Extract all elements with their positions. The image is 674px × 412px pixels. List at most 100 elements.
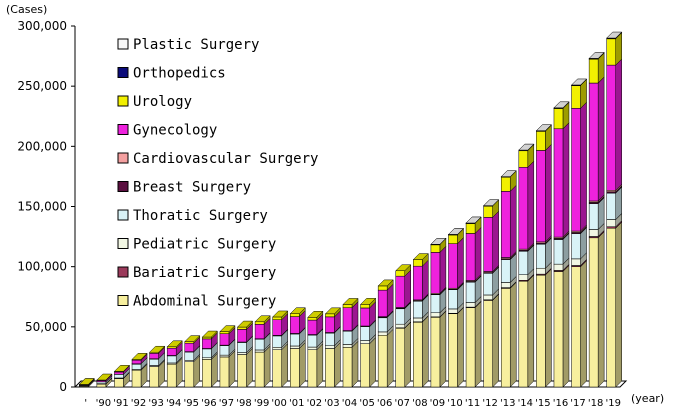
x-tick-label: '96: [201, 398, 216, 409]
bar-segment: [518, 274, 535, 388]
x-tick-label: '03: [324, 398, 339, 409]
bar-segment: [430, 237, 447, 246]
legend-item: Bariatric Surgery: [117, 265, 276, 281]
bar-segment: [588, 231, 605, 388]
legend-label: Bariatric Surgery: [133, 265, 276, 281]
legend: Plastic Surgery Orthopedics Urology Gynecol…: [117, 37, 318, 310]
legend-swatch: [117, 209, 129, 221]
bar-segment: [553, 122, 570, 238]
legend-item: Pediatric Surgery: [117, 237, 276, 253]
bar-segment: [166, 340, 183, 349]
bar-segment: [570, 78, 588, 86]
y-tick-label: 50,000: [25, 320, 67, 334]
legend-item: Orthopedics: [117, 66, 226, 82]
bar-segment: [395, 321, 412, 388]
bar-segment: [395, 264, 412, 277]
legend-item: Plastic Surgery: [117, 37, 259, 53]
y-tick-label: 250,000: [17, 79, 67, 93]
legend-swatch: [117, 266, 129, 278]
legend-label: Abdominal Surgery: [133, 294, 276, 310]
bar-segment: [201, 330, 218, 340]
bar-segment: [553, 264, 570, 388]
y-tick-label: 300,000: [17, 19, 67, 33]
x-tick-label: '14: [518, 398, 533, 409]
bar-segment: [342, 297, 359, 309]
bar-segment: [289, 341, 306, 388]
x-tick-label: '13: [500, 398, 515, 409]
x-tick-label: '17: [570, 398, 585, 409]
bars: [78, 31, 623, 388]
legend-item: Thoratic Surgery: [117, 208, 268, 224]
bar-segment: [483, 199, 500, 207]
bar-segment: [553, 101, 570, 109]
bar-segment: [535, 124, 552, 132]
bar-segment: [588, 51, 605, 60]
bar-segment: [412, 315, 429, 388]
x-tick-label: '91: [113, 398, 128, 409]
x-tick-label: '18: [588, 398, 603, 409]
y-tick-label: 100,000: [17, 260, 67, 274]
bar-segment: [500, 281, 517, 388]
legend-item: Breast Surgery: [117, 180, 251, 196]
x-tick-label: '08: [412, 398, 427, 409]
bar-segment: [377, 328, 394, 388]
x-tick-label: '93: [148, 398, 163, 409]
legend-swatch: [117, 38, 129, 50]
x-tick-label: '92: [131, 398, 146, 409]
x-tick-label: '99: [254, 398, 269, 409]
bar-segment: [447, 237, 465, 289]
bar-segment: [272, 310, 289, 321]
bar-segment: [588, 76, 605, 202]
bar-segment: [78, 377, 95, 386]
bar-segment: [570, 101, 588, 232]
legend-label: Plastic Surgery: [133, 37, 259, 53]
x-tick-label: '90: [96, 398, 111, 409]
bar-segment: [535, 143, 552, 243]
y-tick-label: 150,000: [17, 200, 67, 214]
bar-segment: [412, 252, 429, 267]
x-tick-label: ': [84, 398, 87, 409]
bar-segment: [430, 245, 447, 294]
x-tick-label: '15: [535, 398, 550, 409]
bar-segment: [500, 170, 517, 178]
x-unit-label: (year): [631, 392, 664, 405]
legend-swatch: [117, 238, 129, 249]
y-tick-label: 0: [59, 380, 67, 394]
bar-segment: [272, 343, 289, 388]
legend-item: Cardiovascular Surgery: [117, 151, 318, 167]
bar-segment: [483, 293, 500, 388]
x-tick-label: '09: [430, 398, 445, 409]
bar-segment: [465, 300, 482, 388]
legend-swatch: [117, 124, 129, 135]
legend-label: Cardiovascular Surgery: [133, 151, 318, 167]
bar-segment: [289, 307, 306, 318]
legend-label: Thoratic Surgery: [133, 208, 268, 224]
bar-segment: [518, 143, 535, 151]
bar-segment: [606, 221, 623, 388]
x-tick-label: '16: [553, 398, 568, 409]
legend-item: Gynecology: [117, 123, 217, 139]
x-tick-label: '02: [307, 398, 322, 409]
bar-segment: [324, 307, 342, 318]
bar-segment: [219, 325, 236, 335]
bar-segment: [465, 216, 482, 224]
legend-swatch: [117, 152, 129, 164]
legend-label: Orthopedics: [133, 66, 226, 82]
bar-segment: [184, 335, 201, 344]
bar-segment: [131, 352, 148, 361]
legend-label: Gynecology: [133, 123, 217, 139]
x-tick-label: '11: [465, 398, 480, 409]
bar-segment: [307, 343, 324, 388]
x-tick-label: '07: [394, 398, 409, 409]
legend-item: Abdominal Surgery: [117, 294, 276, 310]
bar-segment: [254, 315, 271, 325]
x-tick-label: '06: [377, 398, 392, 409]
bar-segment: [359, 297, 377, 309]
bar-segment: [535, 268, 552, 388]
bar-segment: [447, 227, 465, 236]
bar-segment: [342, 340, 359, 388]
legend-label: Breast Surgery: [133, 180, 251, 196]
legend-item: Urology: [117, 94, 192, 110]
bar-segment: [483, 210, 500, 273]
